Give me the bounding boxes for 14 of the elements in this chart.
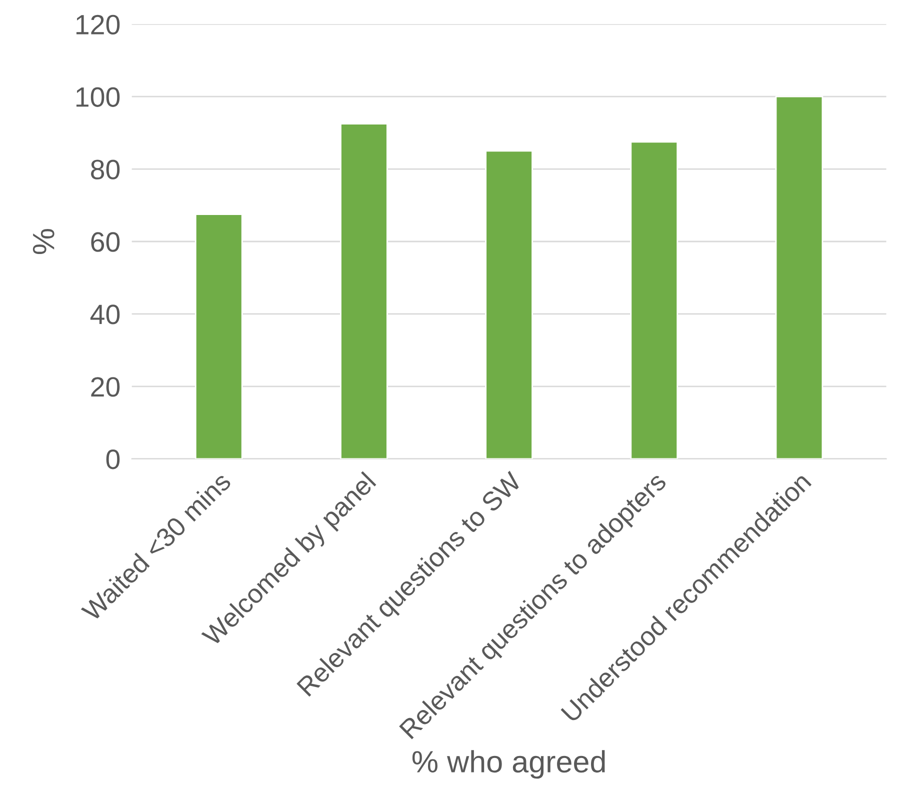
bar [485, 150, 533, 459]
x-axis-title: % who agreed [412, 750, 605, 779]
y-axis-title: % [32, 229, 54, 254]
bar [340, 123, 388, 459]
y-tick-label: 20 [91, 377, 120, 397]
bar [194, 214, 243, 459]
y-tick-label: 120 [76, 14, 120, 34]
y-tick-label: 40 [90, 304, 120, 324]
y-tick-label: 100 [76, 87, 120, 107]
bar [630, 141, 678, 459]
y-tick-label: 80 [91, 160, 120, 180]
y-tick-label: 0 [106, 450, 120, 470]
y-tick-label: 60 [91, 232, 120, 252]
bar [775, 96, 824, 459]
